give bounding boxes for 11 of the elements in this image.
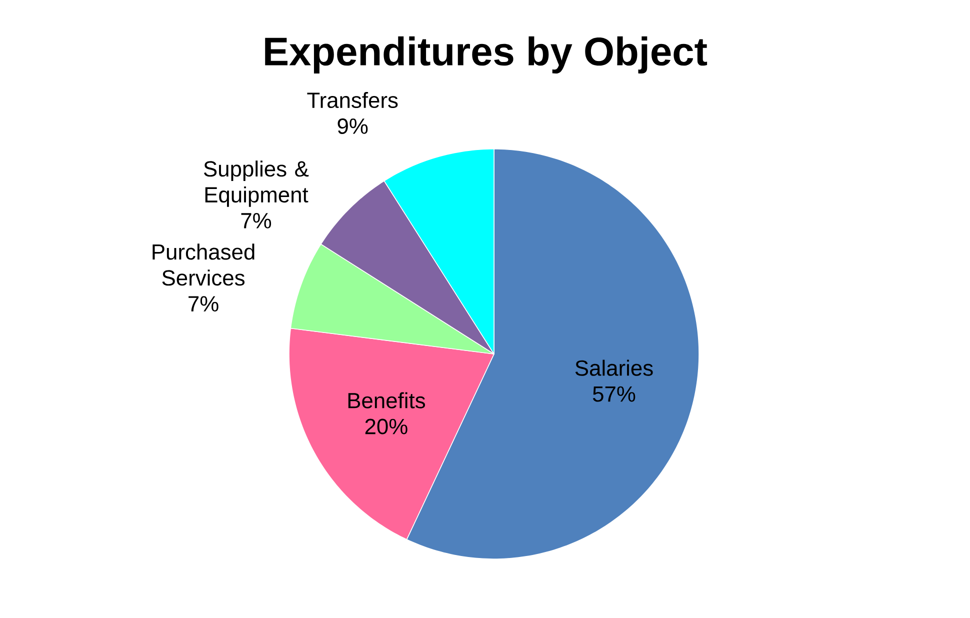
data-label: 20% (365, 418, 408, 434)
slice-label: Benefits (348, 392, 426, 408)
slice-label: Transfers (307, 92, 398, 108)
chart-title: Expenditures by Object (265, 36, 708, 74)
slice-label: Supplies & Equipment (204, 160, 309, 207)
data-label: 57% (592, 386, 636, 402)
data-label: 9% (338, 118, 368, 134)
data-label: 7% (188, 296, 218, 312)
slice-label: Purchased Services (152, 244, 254, 286)
data-label: 7% (241, 213, 272, 228)
slice-label: Salaries (575, 360, 653, 376)
